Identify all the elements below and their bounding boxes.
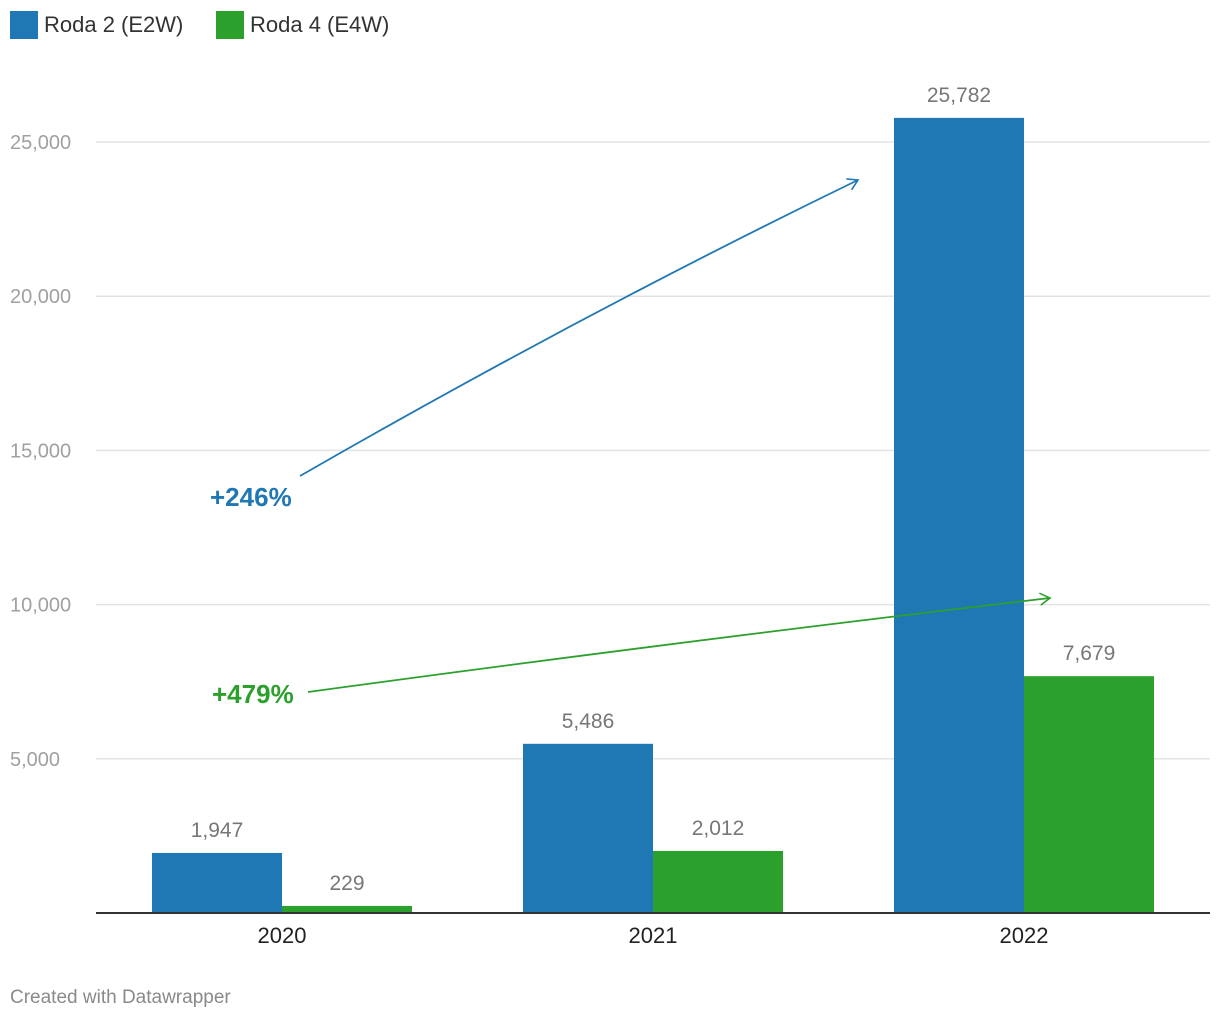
growth-arrow-e2w <box>299 178 860 477</box>
bars <box>152 117 1154 913</box>
y-tick-label: 5,000 <box>10 749 60 771</box>
data-label: 1,947 <box>191 819 244 842</box>
data-label: 5,486 <box>562 710 615 733</box>
growth-arrow-e4w <box>307 592 1052 693</box>
x-tick-label: 2021 <box>629 923 678 948</box>
legend-label-1: Roda 2 (E2W) <box>44 12 183 37</box>
y-tick-label: 10,000 <box>10 595 71 617</box>
bar <box>653 850 783 913</box>
bar <box>523 743 653 913</box>
legend: Roda 2 (E2W) Roda 4 (E4W) <box>10 11 389 39</box>
bar <box>894 117 1024 913</box>
credit-text: Created with Datawrapper <box>10 987 231 1008</box>
y-tick-label: 20,000 <box>10 286 71 308</box>
legend-label-2: Roda 4 (E4W) <box>250 12 389 37</box>
y-tick-label: 15,000 <box>10 440 71 462</box>
y-tick-label: 25,000 <box>10 132 71 154</box>
data-label: 2,012 <box>692 817 745 840</box>
bar <box>1024 676 1154 913</box>
growth-label-e2w: +246% <box>210 482 292 512</box>
y-axis: 5,000 10,000 15,000 20,000 25,000 <box>10 132 71 771</box>
legend-swatch-1 <box>10 11 38 39</box>
data-label: 25,782 <box>927 84 991 107</box>
annotations: +246% +479% <box>210 178 1052 709</box>
data-labels: 1,947 229 5,486 2,012 25,782 7,679 <box>191 84 1116 895</box>
x-axis: 2020 2021 2022 <box>258 923 1049 948</box>
gridlines <box>96 141 1210 760</box>
bar <box>152 852 282 913</box>
legend-swatch-2 <box>216 11 244 39</box>
x-tick-label: 2022 <box>1000 923 1049 948</box>
x-tick-label: 2020 <box>258 923 307 948</box>
data-label: 229 <box>329 872 364 895</box>
bar <box>282 905 412 913</box>
growth-label-e4w: +479% <box>212 679 294 709</box>
data-label: 7,679 <box>1063 642 1116 665</box>
